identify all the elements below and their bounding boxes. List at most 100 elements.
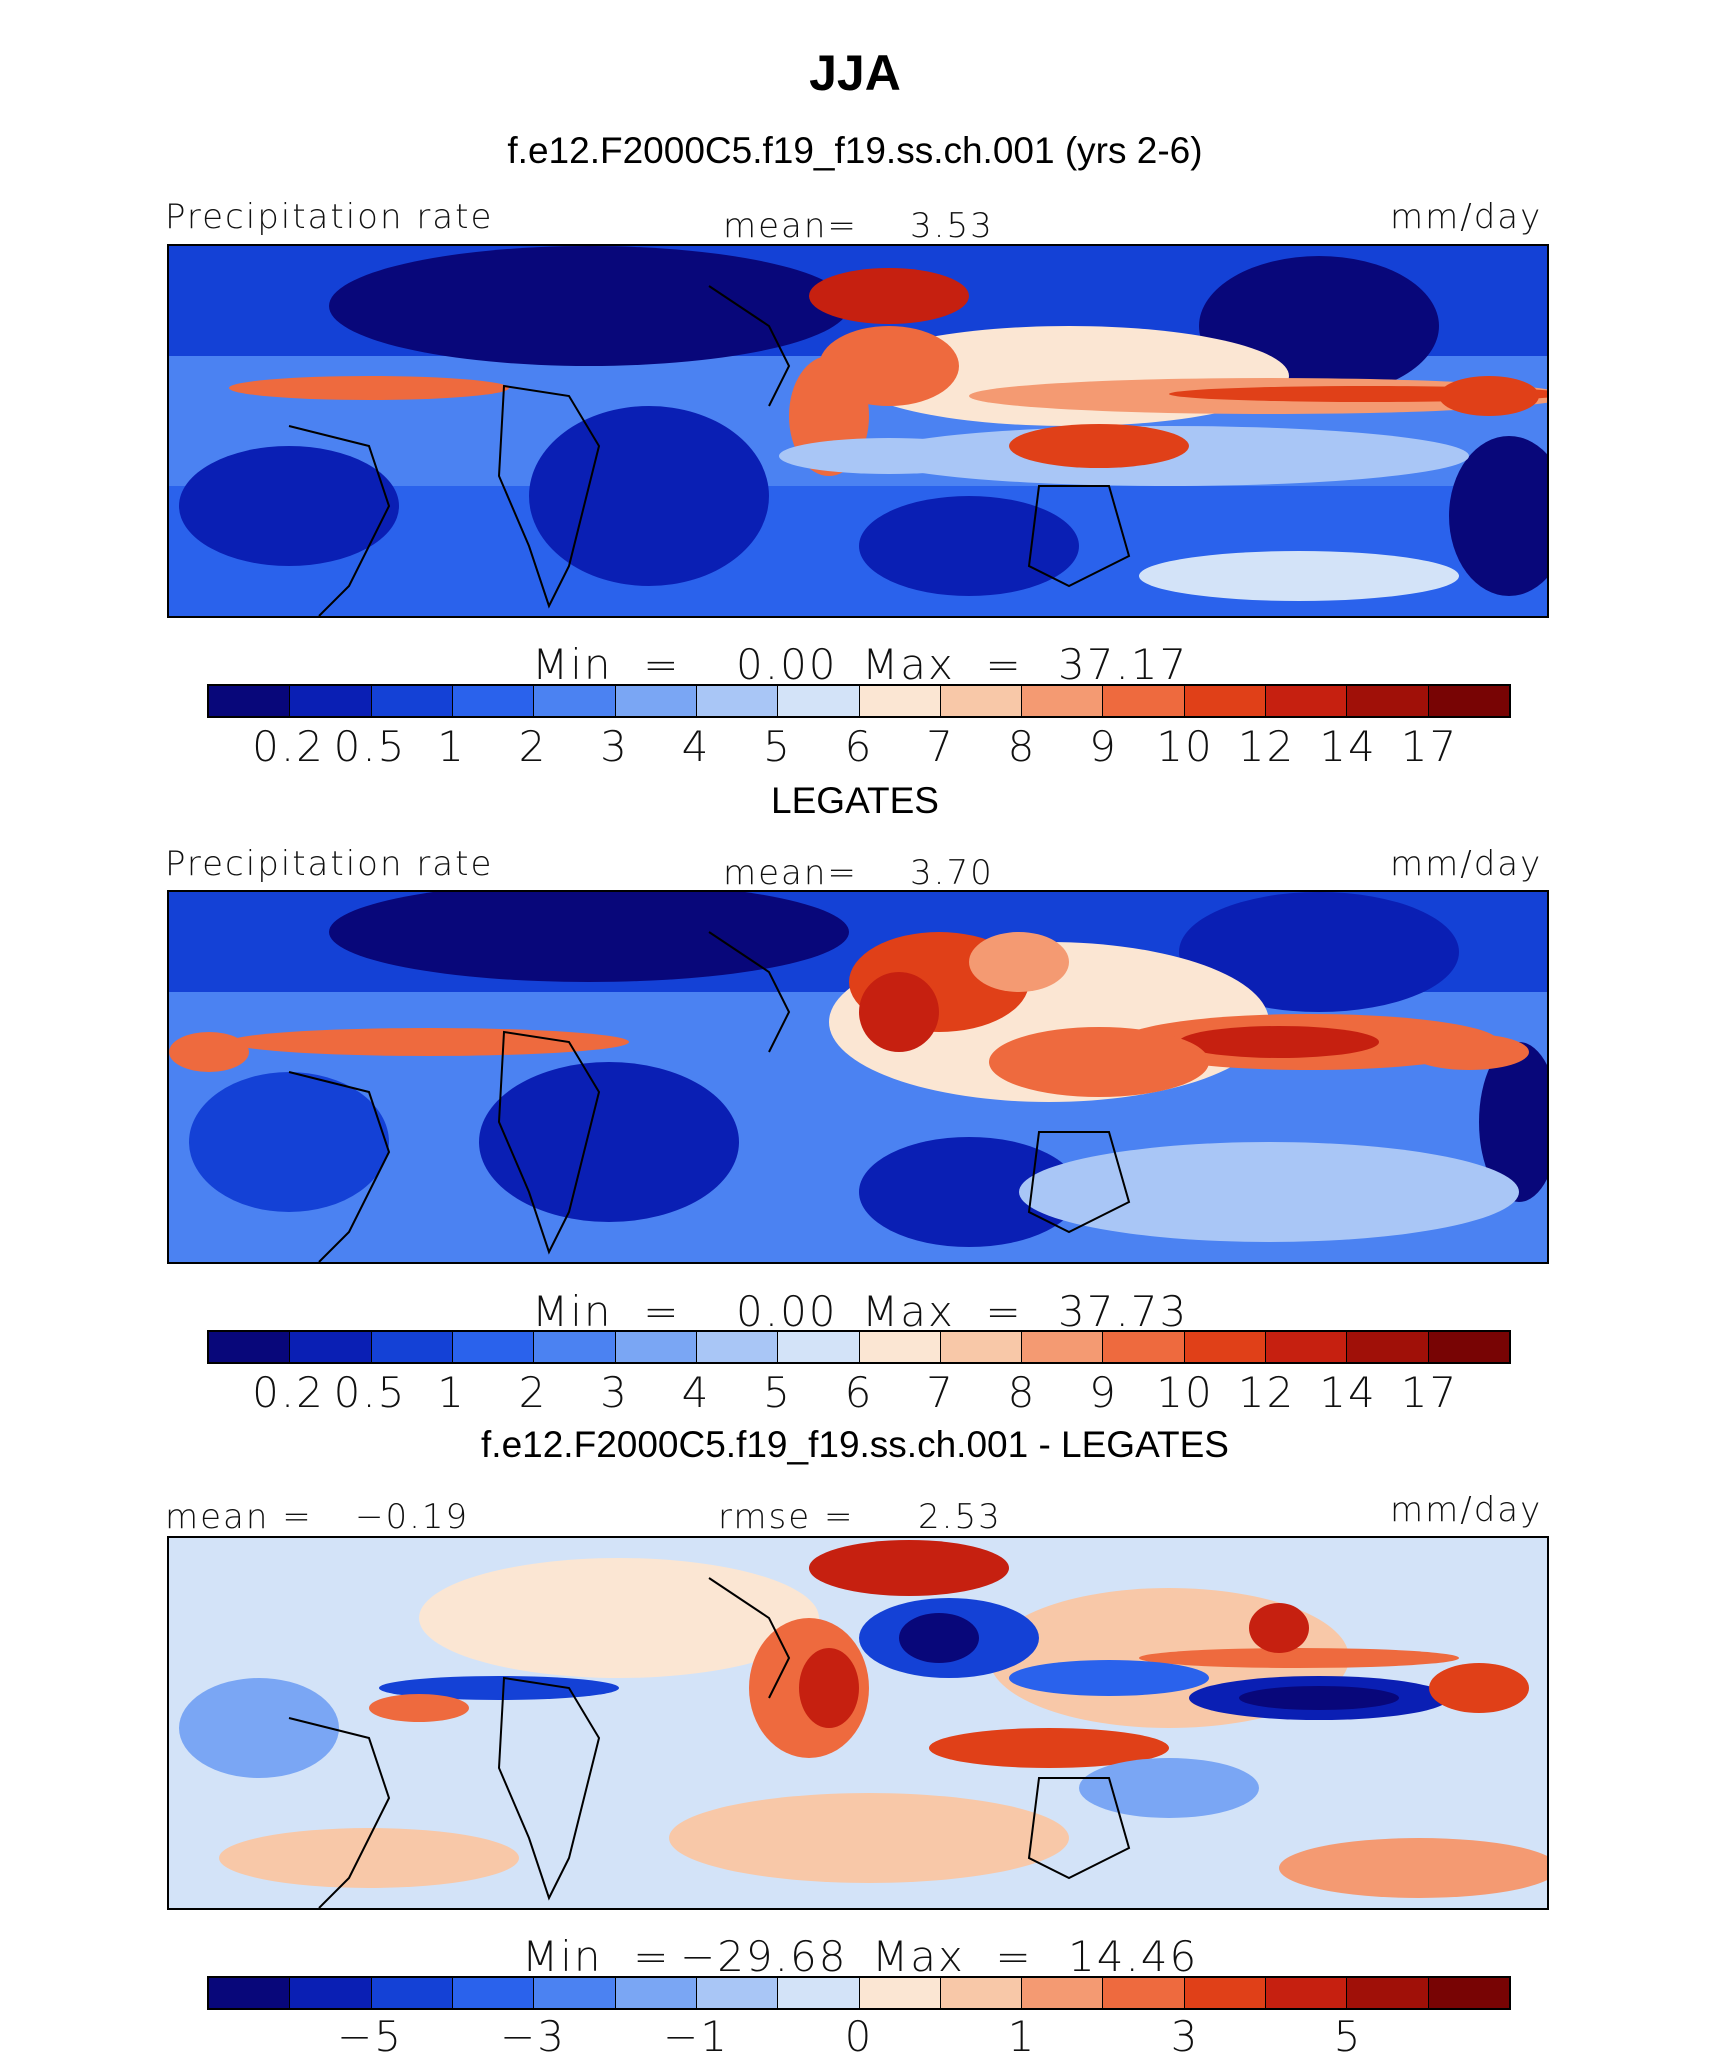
panel3-rmse-label: rmse = <box>718 1497 855 1537</box>
colorbar-tick-label: 3 <box>600 1368 629 1417</box>
colorbar-swatch <box>452 686 535 716</box>
colorbar-tick-label: 10 <box>1156 1368 1214 1417</box>
colorbar-tick-label: 12 <box>1237 722 1296 771</box>
figure-title: JJA <box>809 45 901 101</box>
colorbar-tick-label: 10 <box>1156 722 1214 771</box>
colorbar-tick-label: 2 <box>518 722 548 771</box>
colorbar-tick-label: −3 <box>500 2012 566 2061</box>
colorbar-tick-label: 4 <box>681 722 711 771</box>
panel1-mean-label: mean= <box>723 206 858 246</box>
panel3-mean-label: mean = <box>165 1497 313 1537</box>
colorbar-tick-label: 7 <box>926 1368 955 1417</box>
panel3-max-value: 14.46 <box>1068 1932 1199 1981</box>
colorbar-swatch <box>1184 1332 1267 1362</box>
colorbar-tick-label: 0.2 <box>252 722 325 771</box>
colorbar-swatch <box>778 686 860 716</box>
colorbar-swatch <box>1266 1332 1348 1362</box>
colorbar-swatch <box>290 686 372 716</box>
colorbar-tick-label: 17 <box>1400 722 1459 771</box>
panel1-units: mm/day <box>1390 197 1543 237</box>
colorbar-swatch <box>1022 1978 1104 2008</box>
colorbar-tick-label: 7 <box>926 722 955 771</box>
colorbar-swatch <box>209 1332 291 1362</box>
panel2-max-value: 37.73 <box>1058 1287 1189 1336</box>
panel3-max-label: Max = <box>872 1932 1033 1981</box>
panel1-mean-value: 3.53 <box>910 206 994 246</box>
colorbar-tick-label: 0.2 <box>252 1368 325 1417</box>
colorbar-swatch <box>615 1332 697 1362</box>
colorbar-tick-label: 2 <box>518 1368 548 1417</box>
colorbar-swatch <box>209 1978 291 2008</box>
colorbar-swatch <box>1184 1978 1267 2008</box>
colorbar-swatch <box>452 1332 535 1362</box>
panel2-heading: LEGATES <box>771 780 939 821</box>
colorbar-swatch <box>1103 1332 1185 1362</box>
colorbar-swatch <box>615 686 697 716</box>
colorbar-tick-label: 6 <box>844 722 874 771</box>
colorbar-tick-label: 1 <box>437 722 466 771</box>
colorbar-swatch <box>1428 686 1509 716</box>
panel1-max-value: 37.17 <box>1058 640 1189 689</box>
panel2-map <box>167 890 1549 1264</box>
panel2-max-label: Max = <box>862 1287 1023 1336</box>
colorbar-tick-label: 8 <box>1007 1368 1037 1417</box>
colorbar-swatch <box>859 1332 941 1362</box>
colorbar-swatch <box>290 1978 372 2008</box>
colorbar-swatch <box>1347 686 1429 716</box>
colorbar-swatch <box>1266 686 1348 716</box>
panel2-min-label: Min = <box>532 1287 681 1336</box>
colorbar-swatch <box>371 1978 453 2008</box>
colorbar-tick-label: 0.5 <box>333 1368 407 1417</box>
colorbar-tick-label: 0.5 <box>333 722 407 771</box>
panel3-min-label: Min = <box>522 1932 671 1981</box>
colorbar-tick-label: 3 <box>600 722 629 771</box>
colorbar-tick-label: −5 <box>337 2012 403 2061</box>
colorbar-swatch <box>615 1978 697 2008</box>
colorbar-tick-label: 9 <box>1089 1368 1118 1417</box>
panel3-min-value: −29.68 <box>680 1932 848 1981</box>
panel2-mean-value: 3.70 <box>910 853 994 893</box>
case-subtitle: f.e12.F2000C5.f19_f19.ss.ch.001 (yrs 2-6… <box>507 130 1203 171</box>
panel1-map <box>167 244 1549 618</box>
panel2-min-value: 0.00 <box>736 1287 838 1336</box>
colorbar-tick-label: 1 <box>437 1368 466 1417</box>
colorbar-swatch <box>452 1978 535 2008</box>
panel3-colorbar-ticks: −5 −3 −1 0 1 3 5 <box>0 2012 1710 2062</box>
colorbar-swatch <box>534 686 616 716</box>
colorbar-swatch <box>696 686 779 716</box>
panel1-colorbar <box>207 684 1511 718</box>
colorbar-swatch <box>1347 1978 1429 2008</box>
colorbar-swatch <box>1022 1332 1104 1362</box>
colorbar-tick-label: 12 <box>1237 1368 1296 1417</box>
colorbar-swatch <box>940 1978 1023 2008</box>
colorbar-swatch <box>778 1978 860 2008</box>
colorbar-swatch <box>1428 1978 1509 2008</box>
colorbar-tick-label: 14 <box>1319 722 1377 771</box>
colorbar-swatch <box>696 1978 779 2008</box>
colorbar-swatch <box>1103 1978 1185 2008</box>
panel2-mean-label: mean= <box>723 853 858 893</box>
panel1-variable-label: Precipitation rate <box>165 197 494 237</box>
colorbar-tick-label: 4 <box>681 1368 711 1417</box>
colorbar-swatch <box>778 1332 860 1362</box>
colorbar-tick-label: 14 <box>1319 1368 1377 1417</box>
panel1-min-value: 0.00 <box>736 640 838 689</box>
panel1-colorbar-ticks: 0.2 0.5 1 2 3 4 5 6 7 8 9 10 12 14 17 <box>0 722 1710 772</box>
colorbar-tick-label: 17 <box>1400 1368 1459 1417</box>
panel3-map <box>167 1536 1549 1910</box>
colorbar-tick-label: 6 <box>844 1368 874 1417</box>
colorbar-tick-label: 5 <box>763 722 792 771</box>
panel1-min-label: Min = <box>532 640 681 689</box>
colorbar-swatch <box>371 1332 453 1362</box>
colorbar-swatch <box>1022 686 1104 716</box>
colorbar-swatch <box>1184 686 1267 716</box>
colorbar-swatch <box>1266 1978 1348 2008</box>
colorbar-swatch <box>859 686 941 716</box>
colorbar-tick-label: 5 <box>763 1368 792 1417</box>
panel2-colorbar <box>207 1330 1511 1364</box>
colorbar-swatch <box>940 1332 1023 1362</box>
colorbar-swatch <box>1428 1332 1509 1362</box>
colorbar-swatch <box>209 686 291 716</box>
colorbar-swatch <box>534 1978 616 2008</box>
panel2-variable-label: Precipitation rate <box>165 844 494 884</box>
